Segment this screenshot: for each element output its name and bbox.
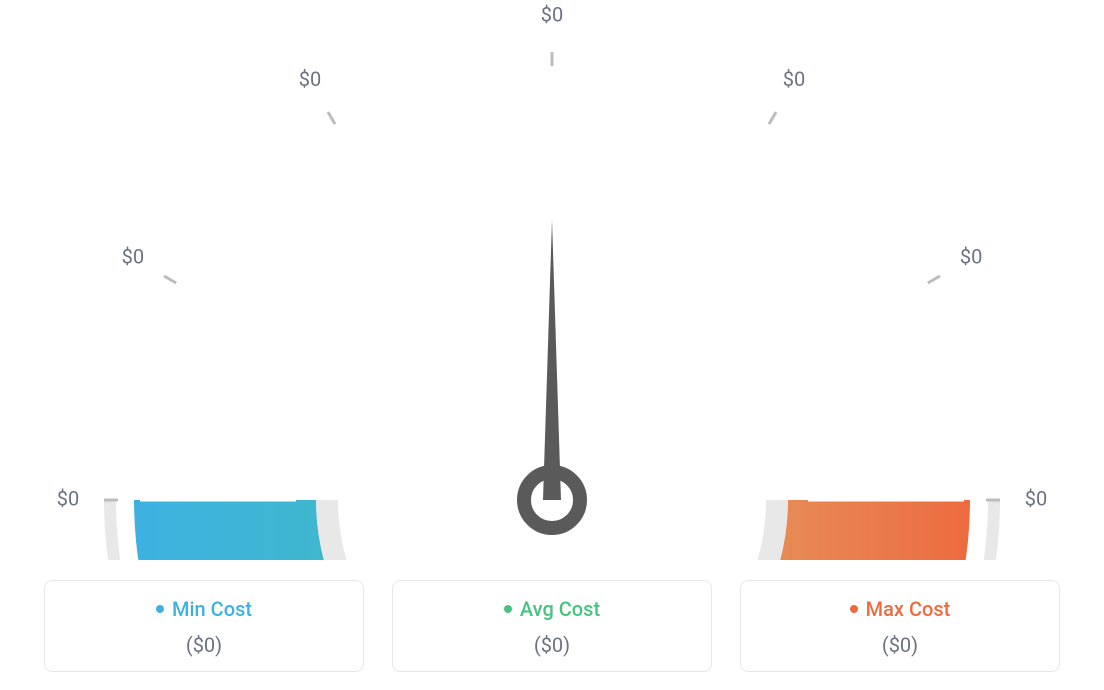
gauge-chart: $0 $0 $0 $0 $0 $0 $0 [0, 0, 1104, 560]
svg-text:$0: $0 [1025, 486, 1047, 510]
svg-text:$0: $0 [299, 67, 321, 91]
dot-icon [156, 605, 164, 613]
legend-card-avg: Avg Cost ($0) [392, 580, 712, 672]
legend-card-min: Min Cost ($0) [44, 580, 364, 672]
legend-row: Min Cost ($0) Avg Cost ($0) Max Cost ($0… [0, 580, 1104, 672]
gauge-svg: $0 $0 $0 $0 $0 $0 $0 [0, 0, 1104, 560]
svg-text:$0: $0 [783, 67, 805, 91]
legend-title-avg: Avg Cost [504, 597, 600, 621]
legend-value-max: ($0) [759, 633, 1041, 657]
legend-card-max: Max Cost ($0) [740, 580, 1060, 672]
legend-title-min: Min Cost [156, 597, 252, 621]
svg-text:$0: $0 [541, 2, 563, 26]
legend-title-max: Max Cost [850, 597, 951, 621]
legend-value-min: ($0) [63, 633, 345, 657]
svg-text:$0: $0 [960, 244, 982, 268]
svg-text:$0: $0 [57, 486, 79, 510]
legend-label-max: Max Cost [866, 597, 951, 621]
legend-label-avg: Avg Cost [520, 597, 600, 621]
dot-icon [504, 605, 512, 613]
svg-text:$0: $0 [122, 244, 144, 268]
legend-value-avg: ($0) [411, 633, 693, 657]
dot-icon [850, 605, 858, 613]
legend-label-min: Min Cost [172, 597, 252, 621]
